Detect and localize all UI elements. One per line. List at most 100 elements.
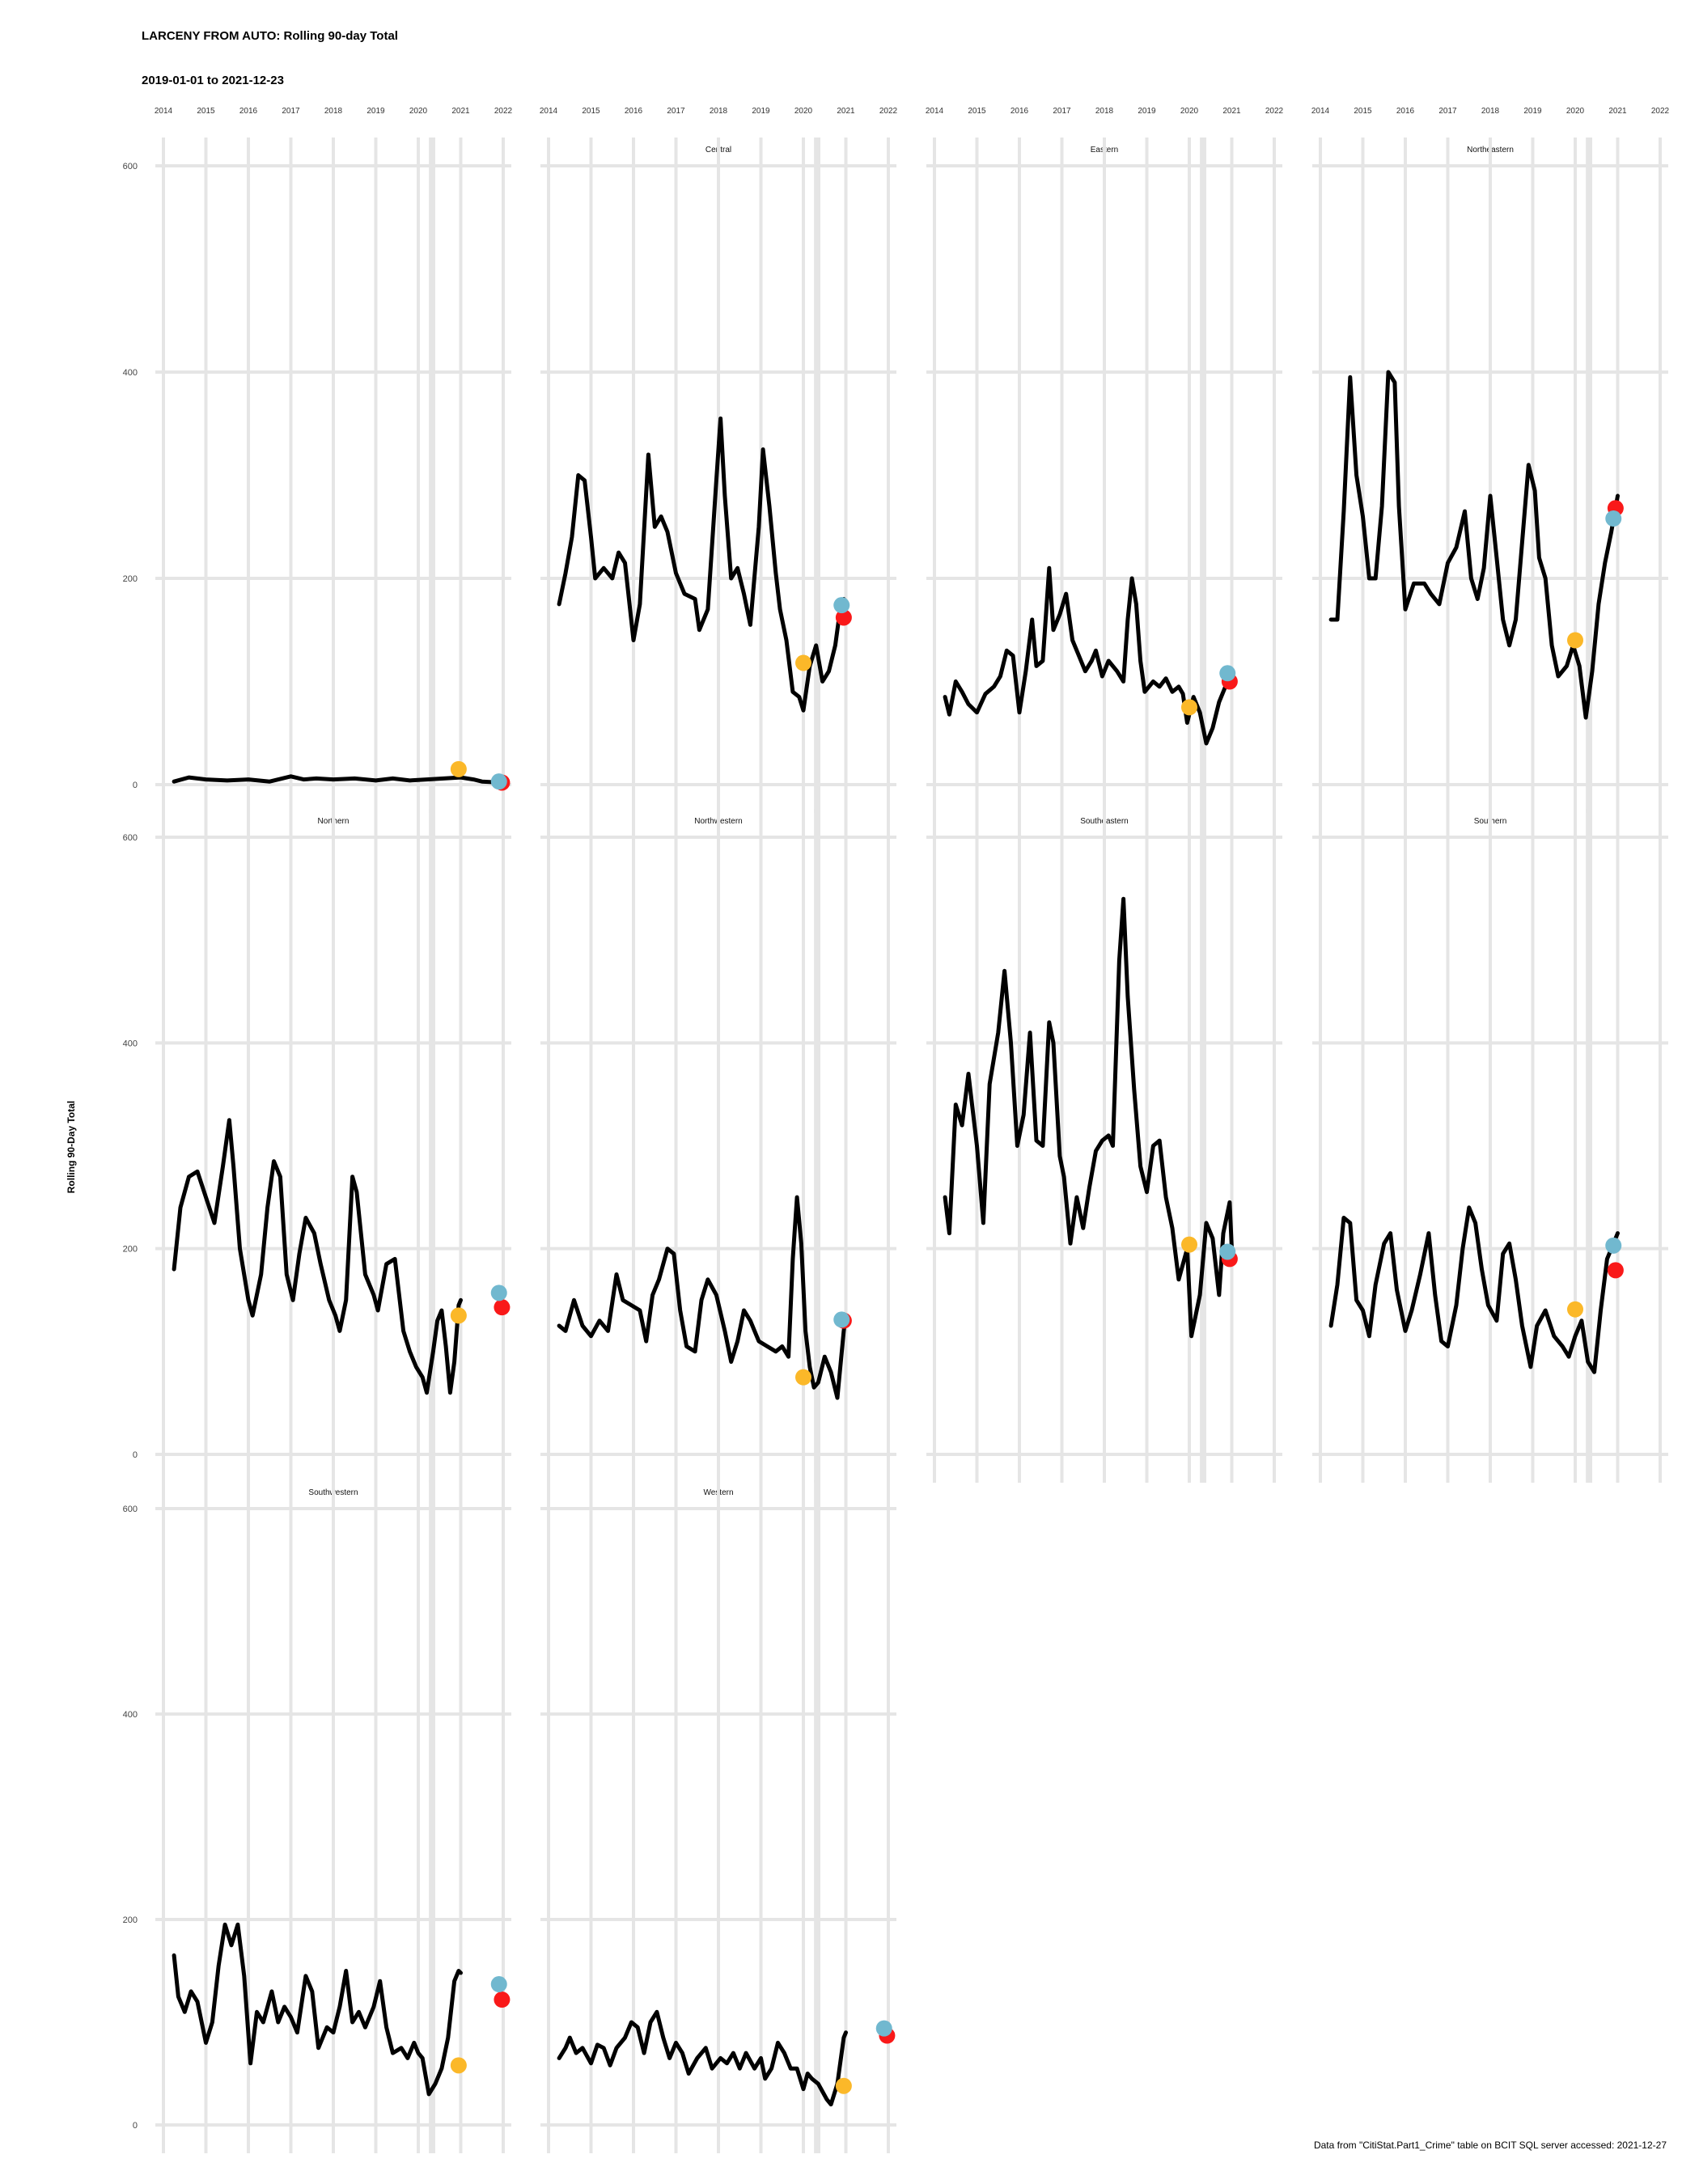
x-tick-label-top-2-2022: 2022 bbox=[1265, 107, 1284, 116]
gap-band bbox=[814, 1480, 820, 2153]
y-tick-label: 0 bbox=[133, 781, 138, 790]
marker-2019 bbox=[1181, 1236, 1197, 1253]
y-tick-label: 200 bbox=[123, 574, 138, 584]
series-line bbox=[557, 1195, 848, 1400]
marker-2019 bbox=[450, 1307, 467, 1324]
y-tick-label: 200 bbox=[123, 1245, 138, 1255]
x-tick-label-top-2-2019: 2019 bbox=[1138, 107, 1156, 116]
x-tick-label-top-1-2017: 2017 bbox=[667, 107, 685, 116]
marker-2019 bbox=[835, 2077, 852, 2094]
marker-2019 bbox=[795, 1369, 811, 1386]
chart-title: LARCENY FROM AUTO: Rolling 90-day Total bbox=[142, 29, 398, 43]
x-tick-label-top-1-2018: 2018 bbox=[710, 107, 728, 116]
y-tick-label: 600 bbox=[123, 1505, 138, 1514]
x-tick-label-top-2-2014: 2014 bbox=[926, 107, 944, 116]
marker-2021 bbox=[835, 609, 852, 626]
x-tick-label-top-0-2021: 2021 bbox=[451, 107, 470, 116]
x-tick-label-top-2-2017: 2017 bbox=[1053, 107, 1071, 116]
x-tick-label-top-1-2019: 2019 bbox=[752, 107, 770, 116]
x-tick-label-top-3-2020: 2020 bbox=[1566, 107, 1585, 116]
x-tick-label-top-0-2019: 2019 bbox=[366, 107, 385, 116]
facet-panel-eastern: Eastern bbox=[926, 138, 1282, 813]
series-line bbox=[943, 896, 1234, 1339]
marker-2019 bbox=[450, 2057, 467, 2074]
x-tick-label-top-3-2015: 2015 bbox=[1354, 107, 1372, 116]
marker-2021 bbox=[494, 1299, 511, 1316]
x-tick-label-top-1-2020: 2020 bbox=[794, 107, 813, 116]
x-tick-label-top-0-2017: 2017 bbox=[282, 107, 300, 116]
y-tick-label: 600 bbox=[123, 833, 138, 843]
marker-2020 bbox=[833, 1311, 850, 1328]
gap-band bbox=[1586, 809, 1592, 1483]
marker-2019 bbox=[1567, 1301, 1583, 1318]
x-tick-label-top-1-2014: 2014 bbox=[540, 107, 558, 116]
series-line bbox=[557, 416, 848, 713]
x-tick-label-top-3-2022: 2022 bbox=[1651, 107, 1670, 116]
gap-band bbox=[1586, 138, 1592, 813]
x-tick-label-top-2-2015: 2015 bbox=[968, 107, 986, 116]
marker-2020 bbox=[1605, 1237, 1622, 1254]
x-tick-label-top-3-2017: 2017 bbox=[1438, 107, 1457, 116]
marker-2020 bbox=[1219, 665, 1236, 682]
series-line bbox=[1328, 1205, 1620, 1374]
marker-2020 bbox=[490, 1976, 507, 1993]
y-tick-label: 400 bbox=[123, 1039, 138, 1048]
x-tick-label-top-0-2015: 2015 bbox=[197, 107, 215, 116]
marker-2020 bbox=[833, 597, 850, 614]
facet-panel-southwestern: Southwestern0200400600 bbox=[123, 1480, 511, 2153]
marker-2019 bbox=[795, 654, 811, 671]
gap-band bbox=[429, 809, 435, 1483]
chart-subtitle: 2019-01-01 to 2021-12-23 bbox=[142, 74, 284, 87]
x-tick-label-top-1-2015: 2015 bbox=[582, 107, 600, 116]
x-tick-label-top-3-2016: 2016 bbox=[1396, 107, 1415, 116]
facet-panel-southeastern: Southeastern bbox=[926, 809, 1282, 1483]
x-tick-label-top-0-2014: 2014 bbox=[155, 107, 173, 116]
facet-panel-western: Western bbox=[540, 1480, 896, 2153]
x-tick-label-top-0-2022: 2022 bbox=[494, 107, 513, 116]
y-tick-label: 400 bbox=[123, 1710, 138, 1720]
x-tick-label-top-3-2018: 2018 bbox=[1481, 107, 1500, 116]
series-line bbox=[943, 565, 1232, 746]
x-tick-label-top-1-2016: 2016 bbox=[625, 107, 643, 116]
x-tick-label-top-0-2018: 2018 bbox=[324, 107, 343, 116]
x-tick-label-top-1-2022: 2022 bbox=[879, 107, 898, 116]
y-axis-title: Rolling 90-Day Total bbox=[66, 1101, 77, 1193]
x-tick-label-top-0-2020: 2020 bbox=[409, 107, 428, 116]
marker-2020 bbox=[490, 1285, 507, 1302]
y-tick-label: 0 bbox=[133, 2121, 138, 2131]
series-line bbox=[172, 774, 503, 785]
marker-2019 bbox=[1181, 699, 1197, 716]
facet-panel-central: Central bbox=[540, 138, 896, 813]
gap-band bbox=[429, 1480, 435, 2153]
facet-panel-citywide: 0 200 400 600 bbox=[123, 138, 511, 813]
chart-caption: Data from "CitiStat.Part1_Crime" table o… bbox=[1313, 2140, 1667, 2151]
gap-band bbox=[429, 138, 435, 813]
x-tick-label-top-2-2018: 2018 bbox=[1095, 107, 1114, 116]
gap-band bbox=[1200, 809, 1206, 1483]
gap-band bbox=[814, 809, 820, 1483]
y-tick-label: 600 bbox=[123, 162, 138, 171]
x-tick-label-top-3-2021: 2021 bbox=[1608, 107, 1627, 116]
marker-2020 bbox=[875, 2020, 892, 2037]
x-tick-label-top-0-2016: 2016 bbox=[239, 107, 258, 116]
x-tick-label-top-1-2021: 2021 bbox=[837, 107, 855, 116]
marker-2020 bbox=[490, 773, 507, 790]
series-line bbox=[1328, 370, 1620, 720]
x-tick-label-top-3-2014: 2014 bbox=[1311, 107, 1330, 116]
y-tick-label: 400 bbox=[123, 368, 138, 378]
marker-2020 bbox=[1605, 510, 1622, 527]
series-line bbox=[172, 1922, 463, 2097]
facet-panel-northern: Northern0200400600 bbox=[123, 809, 511, 1483]
y-tick-label: 200 bbox=[123, 1915, 138, 1925]
marker-2021 bbox=[1607, 1262, 1624, 1279]
x-tick-label-top-2-2021: 2021 bbox=[1222, 107, 1241, 116]
x-tick-label-top-2-2016: 2016 bbox=[1011, 107, 1029, 116]
series-line bbox=[172, 1118, 463, 1395]
marker-2019 bbox=[450, 760, 467, 777]
facet-panel-southern: Southern bbox=[1312, 809, 1668, 1483]
x-tick-label-top-3-2019: 2019 bbox=[1523, 107, 1542, 116]
marker-2019 bbox=[1567, 632, 1583, 649]
marker-2021 bbox=[494, 1991, 511, 2008]
x-tick-label-top-2-2020: 2020 bbox=[1180, 107, 1199, 116]
